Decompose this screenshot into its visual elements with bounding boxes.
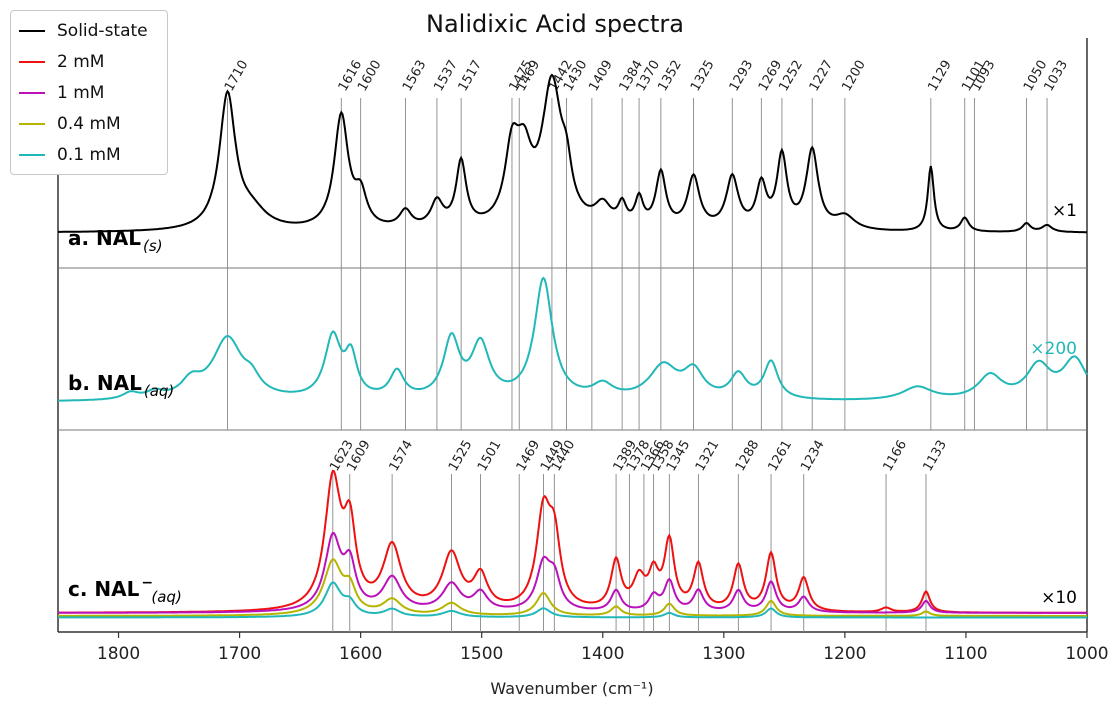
panel-scale-b: ×200	[1030, 339, 1077, 359]
peak-label: 1574	[387, 438, 417, 474]
peak-label: 1710	[222, 58, 252, 94]
panel-label-sub: (s)	[143, 237, 163, 255]
peak-label: 1325	[688, 58, 718, 94]
panel-label-b: b. NAL	[68, 371, 142, 395]
panel-label-sub: (aq)	[144, 382, 174, 400]
legend-label: 0.1 mM	[57, 144, 121, 165]
panel-scale-c: ×10	[1041, 588, 1077, 608]
panel-label-sub: (aq)	[151, 588, 181, 606]
peak-label: 1261	[766, 438, 796, 474]
legend-entry: Solid-state	[19, 15, 167, 46]
peak-label: 1166	[881, 438, 911, 474]
x-tick-label: 1300	[702, 644, 745, 664]
series-line-2-mm	[58, 469, 1087, 614]
peak-label: 1409	[586, 58, 616, 94]
legend-swatch	[19, 122, 45, 125]
x-tick-label: 1200	[823, 644, 866, 664]
series-line-solid-state	[58, 73, 1087, 234]
legend-swatch	[19, 153, 45, 156]
x-tick-label: 1700	[218, 644, 261, 664]
peak-label: 1293	[727, 58, 757, 94]
legend-label: 2 mM	[57, 51, 105, 72]
legend: Solid-state 2 mM 1 mM 0.4 mM 0.1 mM	[10, 10, 168, 175]
legend-label: 0.4 mM	[57, 113, 121, 134]
legend-swatch	[19, 60, 45, 63]
legend-swatch	[19, 29, 45, 32]
legend-label: Solid-state	[57, 20, 148, 41]
legend-entry: 0.1 mM	[19, 139, 167, 170]
peak-label: 1227	[807, 58, 837, 94]
peak-label: 1129	[925, 58, 955, 94]
legend-entry: 1 mM	[19, 77, 167, 108]
legend-label: 1 mM	[57, 82, 105, 103]
series-line-0-1-mm	[57, 276, 1088, 402]
peak-label: 1501	[475, 438, 505, 474]
panel-scale-a: ×1	[1052, 201, 1077, 221]
peak-label: 1234	[798, 438, 828, 474]
peak-label: 1525	[446, 438, 476, 474]
series-line-1-mm	[58, 531, 1087, 614]
x-tick-label: 1100	[944, 644, 987, 664]
x-tick-label: 1800	[97, 644, 140, 664]
peak-label: 1321	[693, 438, 723, 474]
peak-label: 1352	[655, 58, 685, 94]
series-line-0-1-mm	[58, 581, 1087, 619]
series-line-0-4-mm	[58, 558, 1087, 617]
legend-entry: 2 mM	[19, 46, 167, 77]
x-tick-label: 1000	[1065, 644, 1108, 664]
peak-label: 1133	[920, 438, 950, 474]
chart-title: Nalidixic Acid spectra	[426, 10, 684, 38]
panel-label-c: c. NAL	[68, 577, 140, 601]
panel-label-a: a. NAL	[68, 226, 141, 250]
x-tick-label: 1400	[581, 644, 624, 664]
peak-label: 1200	[839, 58, 869, 94]
legend-entry: 0.4 mM	[19, 108, 167, 139]
x-tick-label: 1600	[339, 644, 382, 664]
peak-label: 1537	[431, 58, 461, 94]
peak-label: 1288	[733, 438, 763, 474]
legend-swatch	[19, 91, 45, 94]
x-tick-label: 1500	[460, 644, 503, 664]
panel-label-sup: −	[141, 575, 153, 591]
peak-label: 1563	[400, 58, 430, 94]
peak-label: 1469	[514, 438, 544, 474]
x-axis-label: Wavenumber (cm⁻¹)	[490, 679, 653, 698]
peak-label: 1517	[456, 58, 486, 94]
